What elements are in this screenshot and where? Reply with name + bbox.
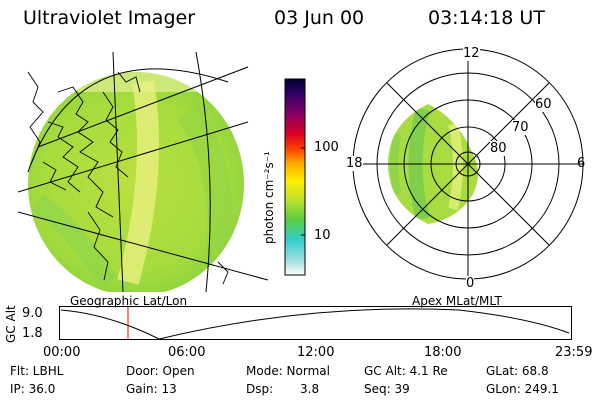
colorbar-unit-label: photon cm⁻²s⁻¹ <box>262 151 276 244</box>
mlt-label-18: 18 <box>346 156 363 171</box>
filter-field: Flt: LBHL <box>10 364 64 378</box>
glon-field: GLon: 249.1 <box>486 382 559 396</box>
mlt-label-12: 12 <box>463 46 480 61</box>
colorbar-tick-100: 100 <box>314 140 339 155</box>
gain-field: Gain: 13 <box>126 382 177 396</box>
mode-field: Mode: Normal <box>246 364 330 378</box>
mlat-label-60: 60 <box>535 97 552 112</box>
image-date: 03 Jun 00 <box>274 7 365 29</box>
polar-panel-caption: Apex MLat/MLT <box>412 294 502 308</box>
orbit-altitude-plot <box>59 306 572 340</box>
altitude-axis-label: GC Alt <box>4 305 18 343</box>
mlt-label-0: 0 <box>466 276 475 291</box>
altitude-tick-min: 1.8 <box>22 326 43 341</box>
colorbar-tick-10: 10 <box>314 228 331 243</box>
mlat-label-80: 80 <box>490 141 507 156</box>
time-tick-1: 06:00 <box>168 345 206 360</box>
dsp-label: Dsp: <box>246 382 274 396</box>
mlat-label-70: 70 <box>512 120 529 135</box>
door-field: Door: Open <box>126 364 195 378</box>
time-tick-2: 12:00 <box>297 345 335 360</box>
time-tick-3: 18:00 <box>424 345 462 360</box>
geographic-image-panel <box>18 52 268 292</box>
mlt-label-6: 6 <box>577 156 586 171</box>
instrument-title: Ultraviolet Imager <box>23 7 196 29</box>
ip-field: IP: 36.0 <box>10 382 56 396</box>
altitude-tick-max: 9.0 <box>22 306 43 321</box>
dsp-value: 3.8 <box>300 382 320 396</box>
gc-alt-field: GC Alt: 4.1 Re <box>364 364 448 378</box>
intensity-color-bar <box>284 78 306 276</box>
seq-field: Seq: 39 <box>364 382 410 396</box>
polar-mlat-mlt-plot <box>352 48 584 280</box>
geo-panel-caption: Geographic Lat/Lon <box>70 294 188 308</box>
glat-field: GLat: 68.8 <box>486 364 549 378</box>
image-time: 03:14:18 UT <box>428 7 545 29</box>
time-tick-4: 23:59 <box>555 345 593 360</box>
time-tick-0: 00:00 <box>43 345 81 360</box>
